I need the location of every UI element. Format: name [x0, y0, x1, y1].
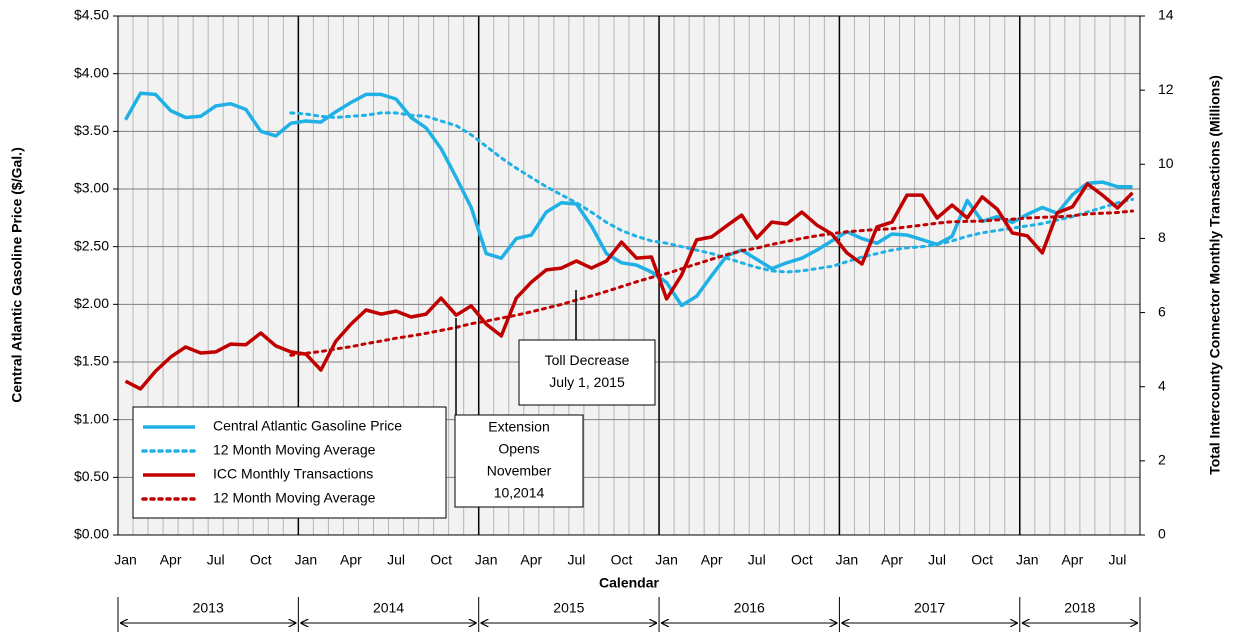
y2-axis-title: Total Intercounty Connector Monthly Tran…	[1207, 75, 1223, 475]
x-tick-label: Jan	[655, 552, 678, 568]
y2-tick-label: 12	[1158, 81, 1174, 97]
y-tick-label: $0.50	[74, 468, 109, 484]
x-tick-label: Jan	[836, 552, 859, 568]
series-line	[124, 182, 1134, 391]
y-tick-label: $3.50	[74, 122, 109, 138]
legend-label: 12 Month Moving Average	[213, 442, 376, 458]
x-tick-label: Apr	[520, 552, 542, 568]
x-tick-label: Apr	[340, 552, 362, 568]
x-tick-label: Oct	[430, 552, 452, 568]
x-tick-label: Apr	[881, 552, 903, 568]
annotation-text: Toll Decrease	[545, 352, 630, 368]
x-tick-label: Jul	[567, 552, 585, 568]
legend-label: ICC Monthly Transactions	[213, 466, 373, 482]
x-tick-label: Jul	[1109, 552, 1127, 568]
y-tick-label: $0.00	[74, 526, 109, 542]
x-axis-title: Calendar	[599, 575, 659, 591]
plot-frame	[117, 15, 1141, 536]
series-line	[123, 91, 1133, 308]
year-label: 2018	[1064, 600, 1095, 616]
annotation-text: Opens	[498, 441, 539, 457]
x-tick-label: Jan	[295, 552, 318, 568]
year-label: 2017	[914, 600, 945, 616]
x-tick-label: Jul	[207, 552, 225, 568]
year-label: 2016	[734, 600, 765, 616]
x-tick-label: Jul	[748, 552, 766, 568]
x-tick-label: Jan	[475, 552, 498, 568]
y2-tick-label: 14	[1158, 7, 1174, 23]
x-tick-label: Oct	[250, 552, 272, 568]
y2-tick-label: 6	[1158, 303, 1166, 319]
y-axis-title: Central Atlantic Gasoline Price ($/Gal.)	[9, 147, 25, 402]
y2-tick-label: 2	[1158, 452, 1166, 468]
y-tick-label: $3.00	[74, 180, 109, 196]
x-tick-label: Apr	[1061, 552, 1083, 568]
legend-label: 12 Month Moving Average	[213, 490, 376, 506]
y2-tick-label: 4	[1158, 377, 1166, 393]
x-tick-label: Oct	[611, 552, 633, 568]
y2-tick-label: 8	[1158, 229, 1166, 245]
x-tick-label: Apr	[160, 552, 182, 568]
y-tick-label: $1.00	[74, 410, 109, 426]
x-tick-label: Oct	[971, 552, 993, 568]
x-tick-label: Oct	[791, 552, 813, 568]
x-tick-label: Jan	[1016, 552, 1039, 568]
x-tick-label: Jan	[114, 552, 137, 568]
series-line	[289, 209, 1134, 357]
year-label: 2014	[373, 600, 404, 616]
series-line	[289, 111, 1134, 274]
annotation-text: Extension	[488, 419, 549, 435]
y2-tick-label: 0	[1158, 526, 1166, 542]
y2-tick-label: 10	[1158, 155, 1174, 171]
year-label: 2013	[193, 600, 224, 616]
annotation-box	[518, 339, 656, 406]
annotation-text: November	[487, 463, 552, 479]
year-label: 2015	[553, 600, 584, 616]
annotation-text: 10,2014	[494, 485, 545, 501]
x-tick-label: Jul	[928, 552, 946, 568]
annotation-box	[454, 414, 584, 508]
y-tick-label: $4.50	[74, 7, 109, 23]
legend-label: Central Atlantic Gasoline Price	[213, 418, 402, 434]
y-tick-label: $2.50	[74, 237, 109, 253]
y-tick-label: $2.00	[74, 295, 109, 311]
y-tick-label: $1.50	[74, 353, 109, 369]
x-tick-label: Apr	[701, 552, 723, 568]
y-tick-label: $4.00	[74, 64, 109, 80]
annotation-text: July 1, 2015	[549, 374, 625, 390]
x-tick-label: Jul	[387, 552, 405, 568]
